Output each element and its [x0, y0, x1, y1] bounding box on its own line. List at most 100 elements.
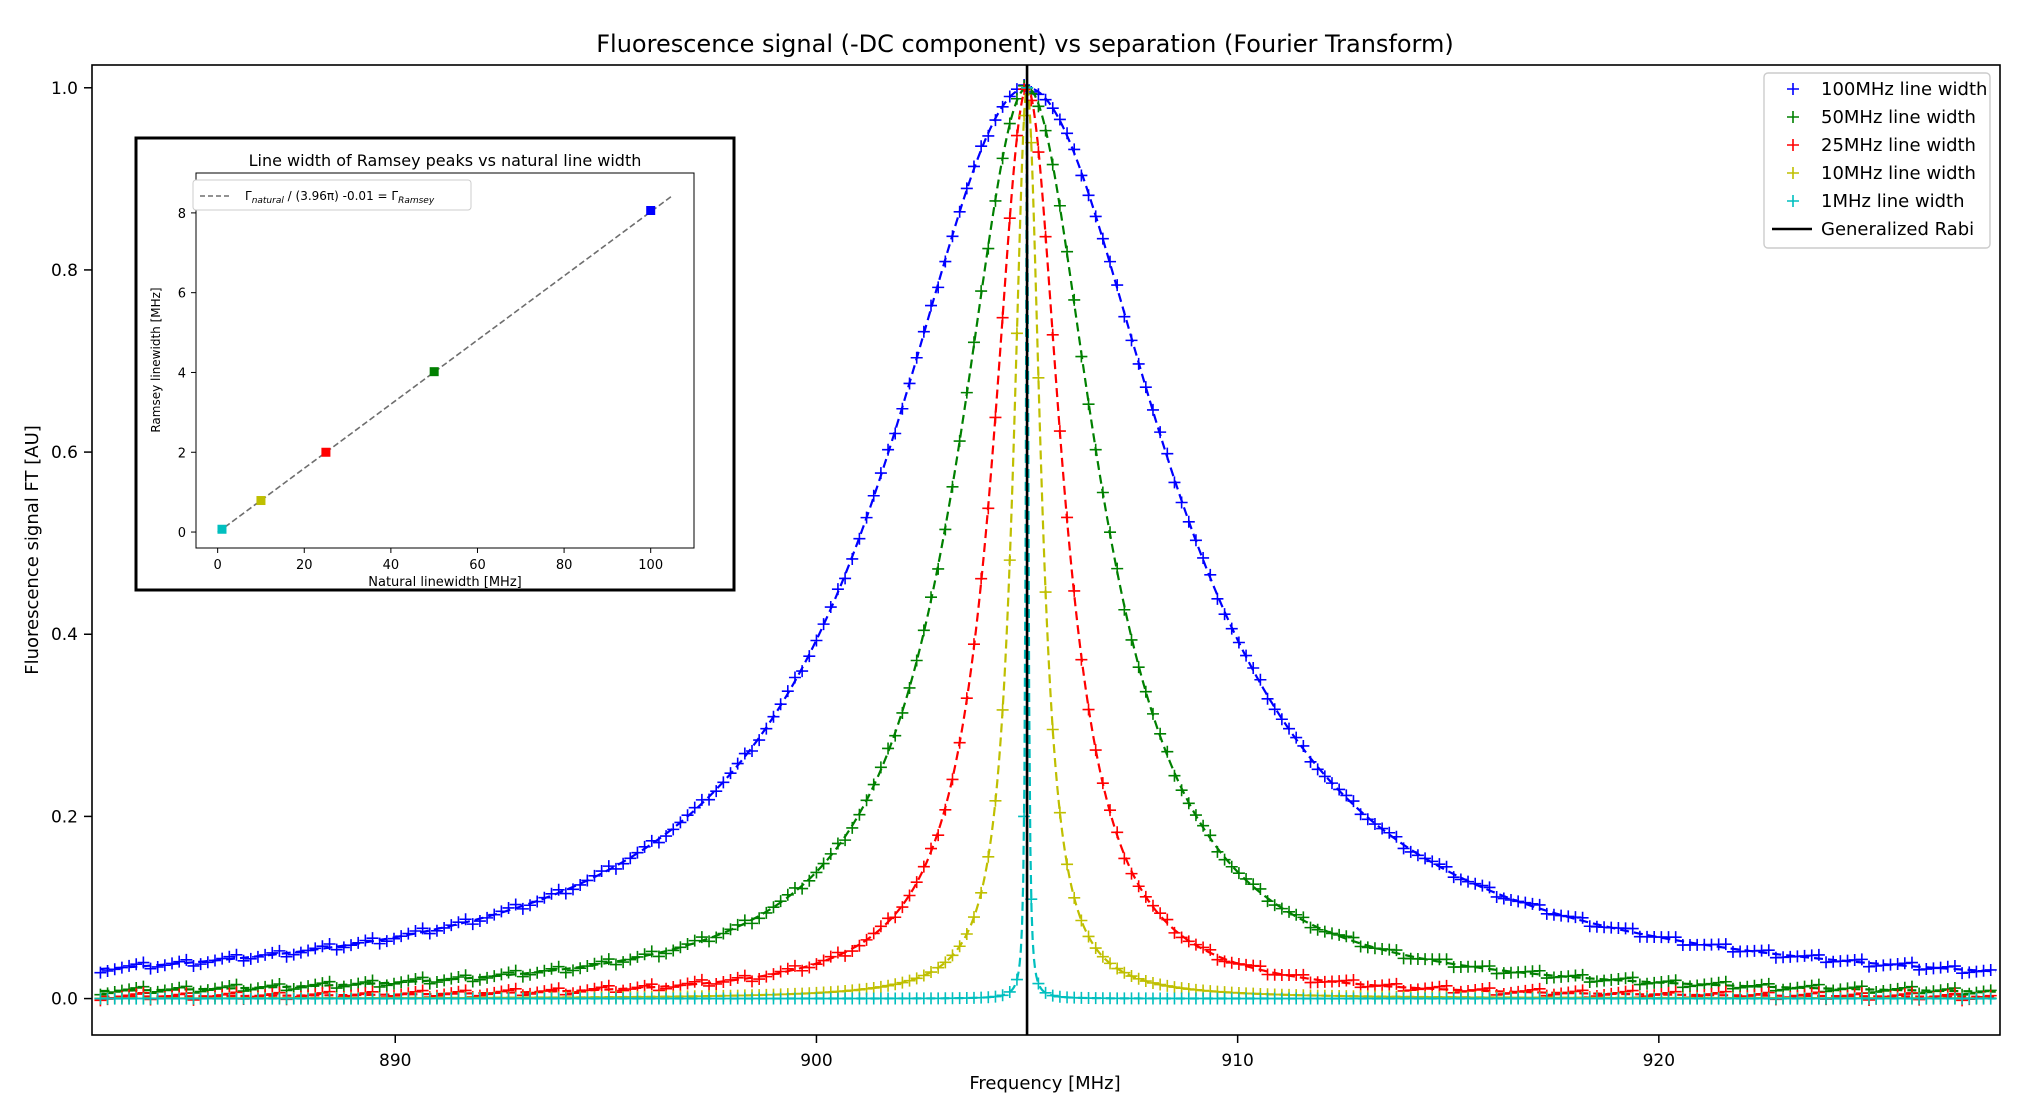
data-point — [1089, 210, 1102, 223]
data-point — [975, 886, 988, 899]
data-point — [1197, 551, 1210, 564]
legend-label: 10MHz line width — [1821, 163, 1976, 184]
data-point — [1197, 941, 1210, 954]
data-point — [946, 773, 959, 786]
main-x-tick-label: 900 — [800, 1051, 832, 1071]
data-point — [1254, 960, 1267, 973]
data-point — [1533, 898, 1546, 911]
data-point — [810, 958, 823, 971]
data-point — [395, 976, 408, 989]
data-point — [1010, 973, 1023, 986]
data-point — [1247, 878, 1260, 891]
data-point — [366, 932, 379, 945]
data-point — [1218, 955, 1231, 968]
data-point — [1175, 931, 1188, 944]
data-point — [874, 761, 887, 774]
data-point — [1469, 877, 1482, 890]
data-point — [695, 931, 708, 944]
inset-title: Line width of Ramsey peaks vs natural li… — [249, 151, 642, 170]
data-point — [925, 966, 938, 979]
data-point — [638, 979, 651, 992]
data-point — [545, 887, 558, 900]
data-point — [524, 968, 537, 981]
data-point — [1003, 985, 1016, 998]
data-point — [874, 980, 887, 993]
data-point — [1104, 804, 1117, 817]
data-point — [445, 919, 458, 932]
data-point — [710, 785, 723, 798]
data-point — [631, 950, 644, 963]
data-point — [1032, 100, 1045, 113]
data-point — [158, 959, 171, 972]
data-point — [1003, 90, 1016, 103]
data-point — [1526, 897, 1539, 910]
data-point — [473, 915, 486, 928]
data-point — [359, 934, 372, 947]
data-point — [481, 911, 494, 924]
data-point — [595, 955, 608, 968]
data-point — [896, 976, 909, 989]
data-point — [831, 837, 844, 850]
data-point — [903, 377, 916, 390]
data-point — [559, 887, 572, 900]
data-point — [1290, 731, 1303, 744]
data-point — [810, 634, 823, 647]
data-point — [1139, 890, 1152, 903]
data-point — [796, 665, 809, 678]
data-point — [509, 964, 522, 977]
data-point — [1633, 978, 1646, 991]
data-point — [867, 927, 880, 940]
data-point — [1075, 653, 1088, 666]
data-point — [1111, 562, 1124, 575]
data-point — [731, 757, 744, 770]
data-point — [1189, 809, 1202, 822]
data-point — [1669, 974, 1682, 987]
data-point — [874, 920, 887, 933]
data-point — [531, 895, 544, 908]
data-point — [1447, 871, 1460, 884]
data-point — [831, 946, 844, 959]
data-point — [1118, 310, 1131, 323]
data-point — [860, 794, 873, 807]
data-point — [1211, 953, 1224, 966]
data-point — [860, 933, 873, 946]
data-point — [1075, 914, 1088, 927]
data-point — [1497, 892, 1510, 905]
data-point — [1010, 129, 1023, 142]
data-point — [1075, 169, 1088, 182]
data-point — [953, 205, 966, 218]
data-point — [939, 523, 952, 536]
inset-y-tick-label: 2 — [178, 446, 186, 461]
legend-marker — [1787, 83, 1799, 95]
data-point — [624, 852, 637, 865]
data-point — [495, 905, 508, 918]
data-point — [1261, 895, 1274, 908]
data-point — [574, 962, 587, 975]
data-point — [123, 959, 136, 972]
data-point — [294, 946, 307, 959]
inset-x-tick-label: 20 — [296, 558, 313, 573]
data-point — [681, 809, 694, 822]
data-point — [960, 182, 973, 195]
data-point — [173, 955, 186, 968]
data-point — [703, 935, 716, 948]
data-point — [1304, 921, 1317, 934]
data-point — [438, 974, 451, 987]
data-point — [1010, 327, 1023, 340]
main-y-tick-label: 0.6 — [51, 443, 78, 463]
legend-marker — [1787, 195, 1799, 207]
data-point — [1419, 852, 1432, 865]
data-point — [1061, 245, 1074, 258]
data-point — [1046, 158, 1059, 171]
data-point — [1383, 826, 1396, 839]
data-point — [1626, 971, 1639, 984]
data-point — [889, 729, 902, 742]
data-point — [423, 927, 436, 940]
data-point — [416, 971, 429, 984]
data-point — [373, 980, 386, 993]
data-point — [1297, 739, 1310, 752]
data-point — [617, 956, 630, 969]
data-point — [1139, 381, 1152, 394]
data-point — [1104, 526, 1117, 539]
